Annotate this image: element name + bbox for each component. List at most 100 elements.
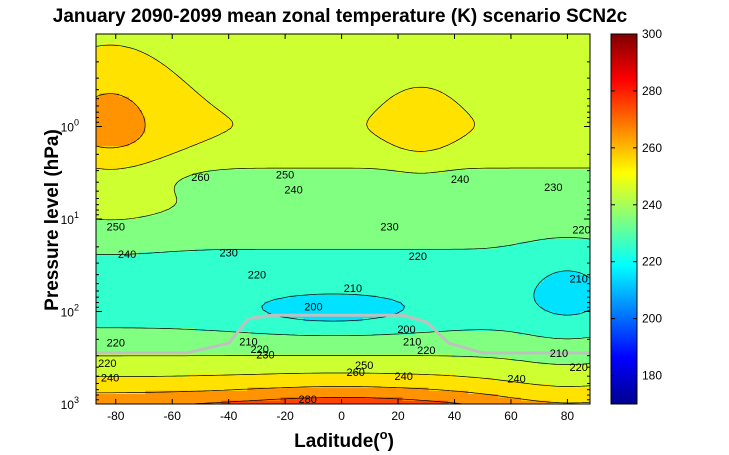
contour-cell	[151, 119, 156, 124]
contour-cell	[441, 133, 446, 138]
contour-cell	[188, 109, 193, 114]
contour-cell	[573, 123, 578, 128]
contour-cell	[165, 43, 170, 48]
contour-cell	[415, 123, 420, 128]
contour-cell	[198, 60, 202, 65]
contour-cell	[464, 123, 469, 128]
contour-cell	[461, 136, 466, 141]
contour-cell	[349, 126, 354, 131]
contour-cell	[431, 103, 436, 108]
contour-cell	[310, 73, 314, 78]
contour-cell	[501, 80, 505, 85]
contour-cell	[366, 67, 370, 71]
contour-cell	[553, 113, 558, 118]
contour-cell	[283, 90, 288, 95]
contour-cell	[550, 34, 555, 38]
contour-cell	[375, 119, 380, 124]
contour-cell	[372, 43, 377, 48]
contour-cell	[168, 63, 173, 68]
contour-cell	[336, 139, 341, 144]
contour-cell	[280, 139, 285, 144]
contour-cell	[148, 113, 153, 118]
contour-cell	[148, 133, 153, 138]
contour-cell	[507, 96, 512, 101]
contour-cell	[109, 60, 114, 65]
contour-cell	[184, 100, 189, 104]
contour-cell	[385, 103, 390, 108]
contour-cell	[375, 60, 380, 65]
contour-cell	[201, 106, 206, 111]
contour-cell	[385, 83, 390, 88]
contour-cell	[359, 70, 364, 75]
contour-cell	[441, 100, 446, 104]
contour-cell	[431, 34, 436, 38]
contour-cell	[402, 34, 407, 38]
contour-cell	[280, 50, 285, 55]
contour-cell	[514, 126, 519, 131]
contour-cell	[178, 50, 183, 55]
contour-cell	[398, 34, 403, 38]
contour-cell	[580, 34, 585, 38]
contour-cell	[260, 37, 265, 42]
contour-cell	[517, 129, 522, 134]
contour-cell	[175, 34, 179, 38]
contour-cell	[319, 116, 324, 121]
contour-cell	[474, 113, 479, 118]
contour-cell	[329, 43, 334, 48]
contour-cell	[240, 70, 245, 75]
contour-cell	[520, 34, 525, 38]
contour-cell	[415, 43, 420, 48]
contour-cell	[310, 47, 314, 52]
contour-cell	[102, 76, 107, 81]
contour-cell	[313, 106, 318, 111]
contour-cell	[247, 129, 252, 134]
contour-cell	[557, 37, 561, 42]
contour-cell	[122, 80, 127, 85]
contour-cell	[566, 53, 571, 58]
contour-cell	[527, 116, 532, 121]
contour-cell	[138, 126, 143, 131]
contour-cell	[316, 70, 321, 75]
contour-cell	[119, 116, 123, 121]
contour-cell	[468, 126, 473, 131]
contour-cell	[191, 63, 196, 68]
contour-cell	[520, 139, 525, 144]
contour-cell	[478, 57, 482, 62]
contour-cell	[319, 136, 324, 141]
contour-cell	[296, 133, 301, 138]
contour-cell	[356, 86, 361, 91]
contour-cell	[250, 116, 255, 121]
contour-cell	[310, 53, 314, 58]
contour-cell	[425, 116, 430, 121]
contour-cell	[379, 63, 384, 68]
contour-cell	[369, 136, 374, 141]
contour-cell	[214, 60, 219, 65]
contour-cell	[524, 76, 529, 81]
contour-cell	[247, 100, 252, 104]
contour-cell	[563, 90, 568, 95]
contour-cell	[290, 100, 295, 104]
contour-cell	[379, 73, 384, 78]
contour-cell	[464, 47, 469, 52]
contour-cell	[240, 123, 245, 128]
contour-cell	[175, 40, 179, 45]
contour-cell	[221, 133, 226, 138]
contour-cell	[534, 34, 538, 38]
contour-cell	[560, 113, 565, 118]
contour-cell	[102, 93, 107, 98]
contour-cell	[155, 129, 160, 134]
contour-cell	[375, 67, 380, 71]
contour-cell	[122, 57, 127, 62]
contour-cell	[204, 63, 209, 68]
contour-cell	[290, 96, 295, 101]
contour-cell	[408, 50, 413, 55]
contour-cell	[583, 60, 588, 65]
contour-cell	[333, 93, 338, 98]
contour-cell	[464, 139, 469, 144]
contour-cell	[382, 100, 387, 104]
contour-cell	[576, 123, 581, 128]
contour-cell	[418, 93, 423, 98]
contour-cell	[362, 116, 367, 121]
contour-cell	[563, 40, 568, 45]
contour-cell	[339, 139, 344, 144]
